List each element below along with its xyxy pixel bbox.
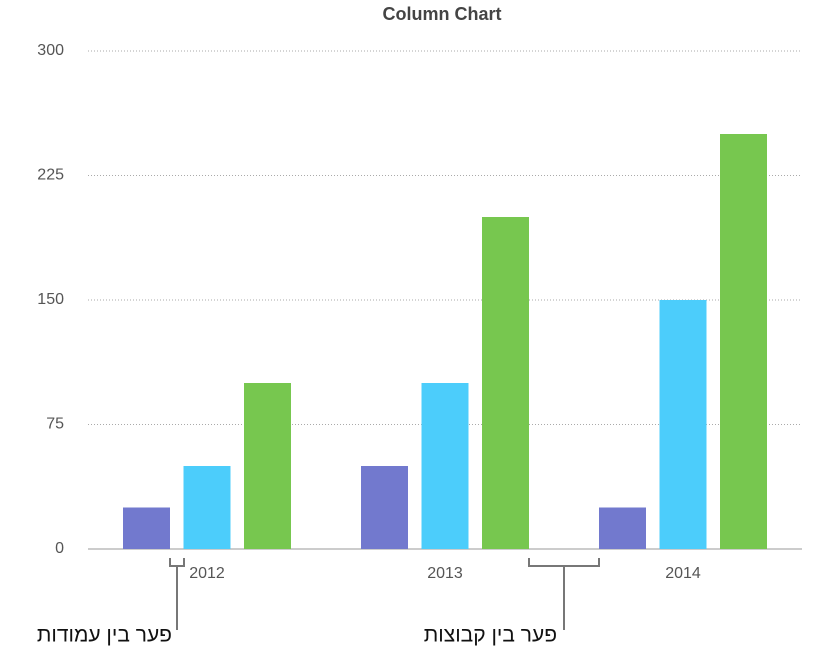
bar [659,300,707,549]
bar [361,466,408,549]
annotation: פער בין קבוצות [424,624,557,647]
bar [421,383,469,549]
bar [599,507,646,549]
annotation: פער בין עמודות [37,624,172,647]
y-tick-label: 225 [37,167,64,184]
y-tick-label: 75 [46,416,64,433]
column-gap-bracket [169,558,185,630]
y-tick-label: 150 [37,291,64,308]
chart-title: Column Chart [383,4,502,24]
x-tick-label: 2013 [427,565,463,582]
group-gap-bracket [528,558,600,630]
bar [244,383,291,549]
y-tick-label: 0 [55,540,64,557]
bar [482,217,529,549]
x-tick-label: 2012 [189,565,225,582]
bar [183,466,231,549]
x-tick-label: 2014 [665,565,701,582]
bar [720,134,767,549]
bar [123,507,170,549]
y-tick-label: 300 [37,42,64,59]
